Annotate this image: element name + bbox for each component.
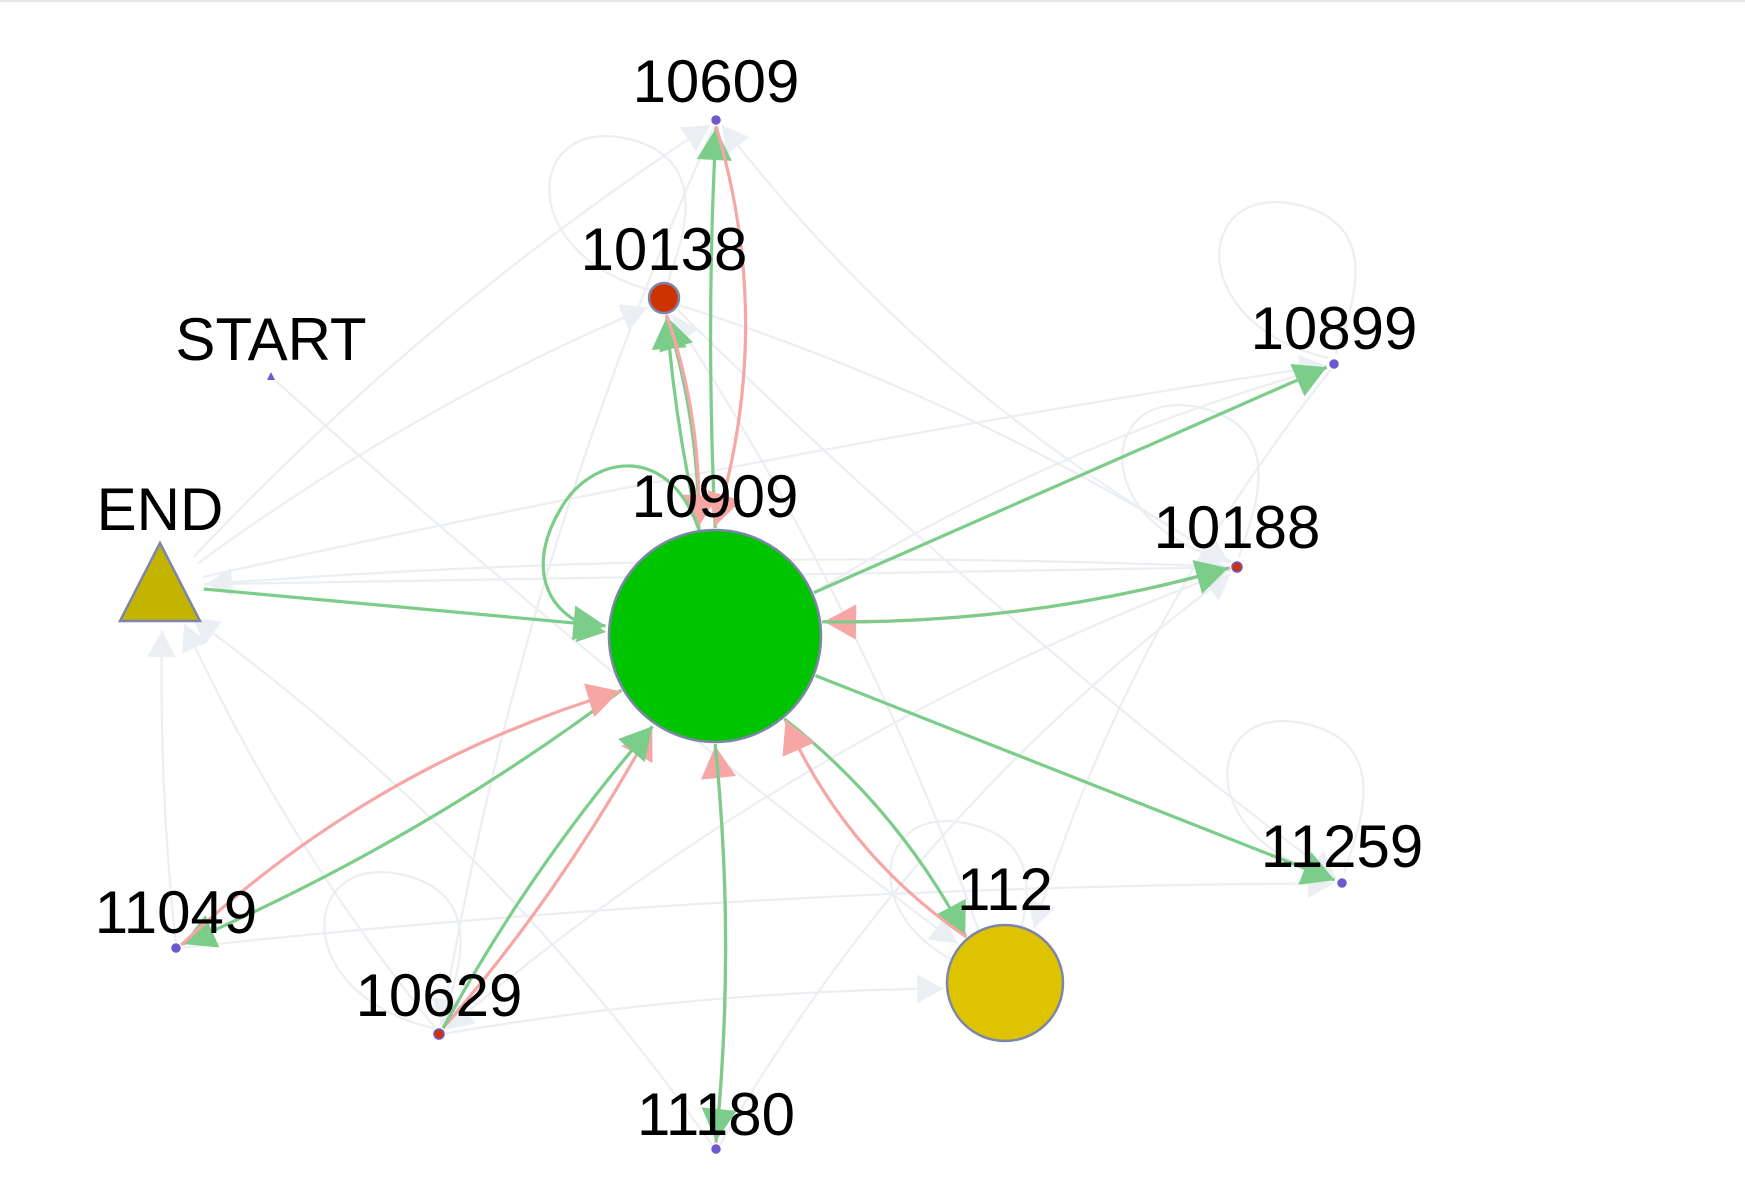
faint-edge-arrow-10188-END <box>205 568 233 597</box>
node-label-10899: 10899 <box>1251 295 1418 362</box>
faint-edge-START-112 <box>275 380 958 945</box>
node-START[interactable] <box>267 372 275 380</box>
node-label-11180: 11180 <box>637 1081 795 1148</box>
faint-edge-10629-112 <box>445 987 944 1035</box>
faint-edge-arrow-10188-10629 <box>446 1001 476 1030</box>
top-border <box>0 0 1745 2</box>
green-self-loop-arrow-10909 <box>576 614 606 642</box>
faint-edge-10138-11259 <box>676 308 1337 879</box>
node-10188[interactable] <box>1231 561 1243 573</box>
node-label-112: 112 <box>957 856 1053 923</box>
green-self-loop-10909 <box>541 464 702 630</box>
red-edge-10629-10909 <box>441 725 654 1030</box>
red-edge-arrow-10138-10909 <box>682 494 718 528</box>
node-11049[interactable] <box>171 943 181 953</box>
red-edge-112-10909 <box>784 719 968 939</box>
faint-edge-arrow-11049-END <box>147 630 176 658</box>
faint-edge-10909-10899 <box>813 366 1327 594</box>
faint-edges <box>147 124 1365 1146</box>
node-label-END: END <box>97 476 224 543</box>
node-labels: 10609 10138 START 10899 END 10909 10188 11259 11… <box>95 48 1423 1148</box>
green-edge-arrow-10909-10188 <box>1192 559 1229 594</box>
node-label-10909: 10909 <box>632 463 799 530</box>
faint-edge-arrow-END-10138 <box>617 304 648 331</box>
node-label-START: START <box>175 306 366 373</box>
red-edge-arrow-11049-10909 <box>584 683 620 718</box>
green-edge-10909-11180 <box>713 743 728 1142</box>
faint-edge-10899-112 <box>1033 368 1333 929</box>
green-edge-10909-10609 <box>708 127 718 529</box>
green-edge-END-10909 <box>203 587 606 628</box>
node-11259[interactable] <box>1337 878 1347 888</box>
green-edge-arrow-10909-11259 <box>1298 851 1335 885</box>
red-edge-10609-10909 <box>713 125 748 527</box>
faint-edge-arrow-10899-112 <box>1028 899 1056 929</box>
green-edge-arrow-10909-11049 <box>182 915 220 948</box>
faint-edge-11049-11259 <box>181 882 1335 949</box>
red-edge-arrow-10609-10909 <box>707 490 742 527</box>
node-label-10188: 10188 <box>1154 494 1321 561</box>
faint-edge-10609-10629 <box>440 125 716 1026</box>
graph-nodes <box>117 115 1347 1154</box>
faint-edge-11180-END <box>191 616 713 1146</box>
node-label-11259: 11259 <box>1261 813 1423 880</box>
faint-self-loop-112 <box>889 820 1028 979</box>
faint-edge-11180-10188 <box>719 572 1232 1146</box>
faint-edge-arrow-10629-END <box>182 624 209 654</box>
green-edge-arrow-10909-112 <box>934 898 966 936</box>
green-edge-arrow-10909-10138 <box>659 316 694 353</box>
green-edge-10909-10188 <box>822 566 1229 624</box>
faint-edge-11049-END <box>160 630 177 943</box>
node-10609[interactable] <box>711 115 721 125</box>
faint-self-loop-10899 <box>1218 201 1357 360</box>
faint-edge-arrow-11180-END <box>192 617 222 645</box>
green-edge-10909-10899 <box>813 365 1328 595</box>
faint-self-loop-11259 <box>1226 720 1365 879</box>
faint-edge-10188-10609 <box>721 124 1233 564</box>
green-edge-arrow-10909-11180 <box>701 1107 737 1141</box>
green-edge-10909-11049 <box>182 688 623 946</box>
faint-self-loop-10188 <box>1121 404 1260 563</box>
node-10629[interactable] <box>433 1028 445 1040</box>
green-edge-10629-10909 <box>441 725 654 1029</box>
node-label-10609: 10609 <box>633 48 800 115</box>
green-edge-arrow-10909-10899 <box>1290 363 1327 397</box>
node-10899[interactable] <box>1329 359 1339 369</box>
green-edge-10909-11259 <box>814 674 1336 882</box>
faint-edge-arrow-10188-10609 <box>722 125 750 155</box>
red-edge-arrow-112-10909 <box>782 720 815 757</box>
red-edge-11049-10909 <box>180 689 621 947</box>
faint-edge-10629-END <box>183 623 437 1029</box>
faint-edge-arrow-START-112 <box>927 916 958 944</box>
node-10138[interactable] <box>647 281 681 315</box>
node-11180[interactable] <box>711 1144 721 1154</box>
faint-edge-arrow-END-10609 <box>680 125 710 152</box>
colored-edges <box>180 125 1336 1144</box>
node-label-10629: 10629 <box>356 962 523 1029</box>
faint-edge-END-10138 <box>197 306 648 565</box>
faint-self-loop-10629 <box>323 871 462 1030</box>
faint-edge-10188-10629 <box>446 569 1232 1031</box>
node-112[interactable] <box>945 923 1065 1043</box>
node-10909[interactable] <box>607 528 823 744</box>
green-edge-arrow-10629-10909 <box>618 726 653 763</box>
green-edge-10909-112 <box>783 717 967 937</box>
faint-edge-END-10609 <box>192 124 711 558</box>
node-END[interactable] <box>117 540 203 623</box>
node-label-11049: 11049 <box>95 879 257 946</box>
faint-self-loop-10138 <box>548 135 687 294</box>
node-label-10138: 10138 <box>581 216 748 283</box>
faint-edge-arrow-10629-112 <box>917 974 944 1004</box>
